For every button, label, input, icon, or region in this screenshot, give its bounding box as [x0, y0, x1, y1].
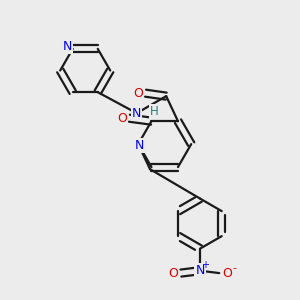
Text: O: O	[223, 267, 232, 280]
Text: -: -	[232, 263, 236, 273]
Text: O: O	[117, 112, 127, 125]
Text: N: N	[135, 139, 144, 152]
Text: O: O	[169, 267, 178, 280]
Text: O: O	[133, 87, 143, 100]
Text: N: N	[195, 264, 205, 277]
Text: N: N	[63, 40, 72, 53]
Text: H: H	[149, 105, 158, 118]
Text: +: +	[201, 260, 209, 270]
Text: N: N	[132, 107, 141, 120]
